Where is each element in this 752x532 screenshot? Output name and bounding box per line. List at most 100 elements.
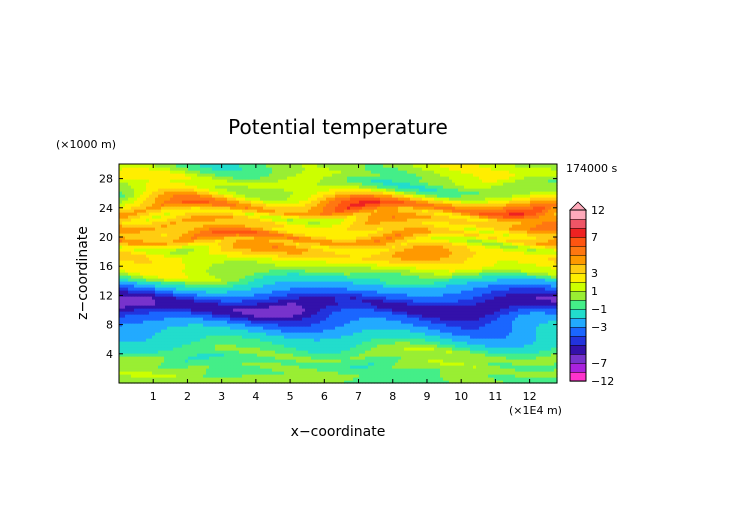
contour-cell xyxy=(500,317,504,321)
contour-cell xyxy=(374,365,378,369)
contour-cell xyxy=(173,374,177,378)
contour-cell xyxy=(188,356,192,360)
contour-cell xyxy=(512,359,516,363)
contour-cell xyxy=(524,350,528,354)
contour-cell xyxy=(374,350,378,354)
contour-cell xyxy=(239,362,243,366)
contour-cell xyxy=(494,347,498,351)
contour-cell xyxy=(296,350,300,354)
contour-cell xyxy=(164,317,168,321)
contour-cell xyxy=(281,356,285,360)
contour-cell xyxy=(386,323,390,327)
contour-cell xyxy=(521,335,525,339)
contour-cell xyxy=(365,365,369,369)
contour-cell xyxy=(293,356,297,360)
contour-cell xyxy=(173,323,177,327)
contour-cell xyxy=(152,341,156,345)
contour-cell xyxy=(548,317,552,321)
contour-cell xyxy=(365,380,369,384)
contour-cell xyxy=(404,341,408,345)
contour-cell xyxy=(449,365,453,369)
contour-cell xyxy=(470,329,474,333)
contour-cell xyxy=(353,347,357,351)
contour-cell xyxy=(347,374,351,378)
contour-cell xyxy=(455,326,459,330)
contour-cell xyxy=(530,368,534,372)
contour-cell xyxy=(173,365,177,369)
contour-cell xyxy=(542,356,546,360)
contour-cell xyxy=(506,341,510,345)
contour-cell xyxy=(341,380,345,384)
contour-cell xyxy=(356,356,360,360)
contour-cell xyxy=(539,368,543,372)
contour-cell xyxy=(404,359,408,363)
contour-cell xyxy=(263,332,267,336)
contour-cell xyxy=(158,320,162,324)
contour-cell xyxy=(470,347,474,351)
contour-cell xyxy=(356,350,360,354)
contour-cell xyxy=(266,356,270,360)
contour-cell xyxy=(173,344,177,348)
contour-cell xyxy=(476,350,480,354)
contour-cell xyxy=(476,365,480,369)
contour-cell xyxy=(278,371,282,375)
contour-cell xyxy=(134,359,138,363)
contour-cell xyxy=(368,317,372,321)
contour-cell xyxy=(404,323,408,327)
contour-cell xyxy=(452,356,456,360)
contour-cell xyxy=(386,332,390,336)
contour-cell xyxy=(320,329,324,333)
contour-cell xyxy=(305,377,309,381)
contour-cell xyxy=(185,359,189,363)
contour-cell xyxy=(140,329,144,333)
contour-cell xyxy=(473,344,477,348)
contour-cell xyxy=(158,365,162,369)
contour-cell xyxy=(308,371,312,375)
contour-cell xyxy=(206,320,210,324)
contour-cell xyxy=(491,371,495,375)
contour-cell xyxy=(542,380,546,384)
contour-cell xyxy=(203,371,207,375)
contour-cell xyxy=(245,368,249,372)
contour-cell xyxy=(257,341,261,345)
contour-cell xyxy=(353,317,357,321)
contour-cell xyxy=(197,350,201,354)
contour-cell xyxy=(434,371,438,375)
contour-cell xyxy=(506,344,510,348)
contour-cell xyxy=(224,317,228,321)
contour-cell xyxy=(194,329,198,333)
contour-cell xyxy=(251,365,255,369)
contour-cell xyxy=(410,374,414,378)
contour-cell xyxy=(128,314,132,318)
contour-cell xyxy=(152,329,156,333)
contour-cell xyxy=(233,377,237,381)
contour-cell xyxy=(251,329,255,333)
contour-cell xyxy=(137,380,141,384)
contour-cell xyxy=(197,338,201,342)
contour-cell xyxy=(233,362,237,366)
contour-cell xyxy=(287,347,291,351)
contour-cell xyxy=(461,323,465,327)
contour-cell xyxy=(467,353,471,357)
contour-cell xyxy=(215,347,219,351)
contour-cell xyxy=(359,320,363,324)
contour-cell xyxy=(407,326,411,330)
contour-cell xyxy=(332,380,336,384)
contour-cell xyxy=(386,371,390,375)
contour-cell xyxy=(248,335,252,339)
contour-cell xyxy=(218,329,222,333)
contour-cell xyxy=(230,332,234,336)
contour-cell xyxy=(515,359,519,363)
contour-cell xyxy=(488,332,492,336)
contour-cell xyxy=(317,320,321,324)
contour-cell xyxy=(518,356,522,360)
contour-cell xyxy=(368,341,372,345)
contour-cell xyxy=(149,323,153,327)
contour-cell xyxy=(386,362,390,366)
contour-cell xyxy=(371,353,375,357)
contour-cell xyxy=(299,320,303,324)
contour-cell xyxy=(326,326,330,330)
contour-cell xyxy=(521,353,525,357)
contour-cell xyxy=(419,332,423,336)
contour-cell xyxy=(422,374,426,378)
